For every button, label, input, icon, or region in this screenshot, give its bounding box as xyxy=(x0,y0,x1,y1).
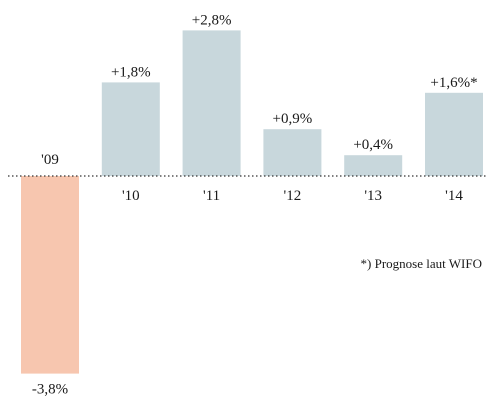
category-label-3: '12 xyxy=(284,188,302,204)
value-label-3: +0,9% xyxy=(273,111,313,127)
bar-2 xyxy=(182,30,241,177)
bar-1 xyxy=(101,82,160,176)
bar-4 xyxy=(344,155,403,176)
bar-5 xyxy=(425,92,483,176)
category-label-1: '10 xyxy=(122,188,140,204)
value-label-2: +2,8% xyxy=(192,12,232,28)
value-label-5: +1,6%* xyxy=(430,75,477,91)
footnote: *) Prognose laut WIFO xyxy=(361,256,482,271)
value-label-0: -3,8% xyxy=(32,382,68,396)
labels-group: -3,8% '09 +1,8% '10 +2,8% '11 +0,9% '12 +0,4% '13… xyxy=(32,12,478,396)
category-label-5: '14 xyxy=(445,188,463,204)
category-label-0: '09 xyxy=(41,152,59,168)
category-label-2: '11 xyxy=(203,188,220,204)
category-label-4: '13 xyxy=(364,188,382,204)
value-label-1: +1,8% xyxy=(111,64,151,80)
bar-0 xyxy=(21,176,79,374)
value-label-4: +0,4% xyxy=(353,137,393,153)
bar-3 xyxy=(263,129,322,176)
bars-group xyxy=(21,30,483,374)
